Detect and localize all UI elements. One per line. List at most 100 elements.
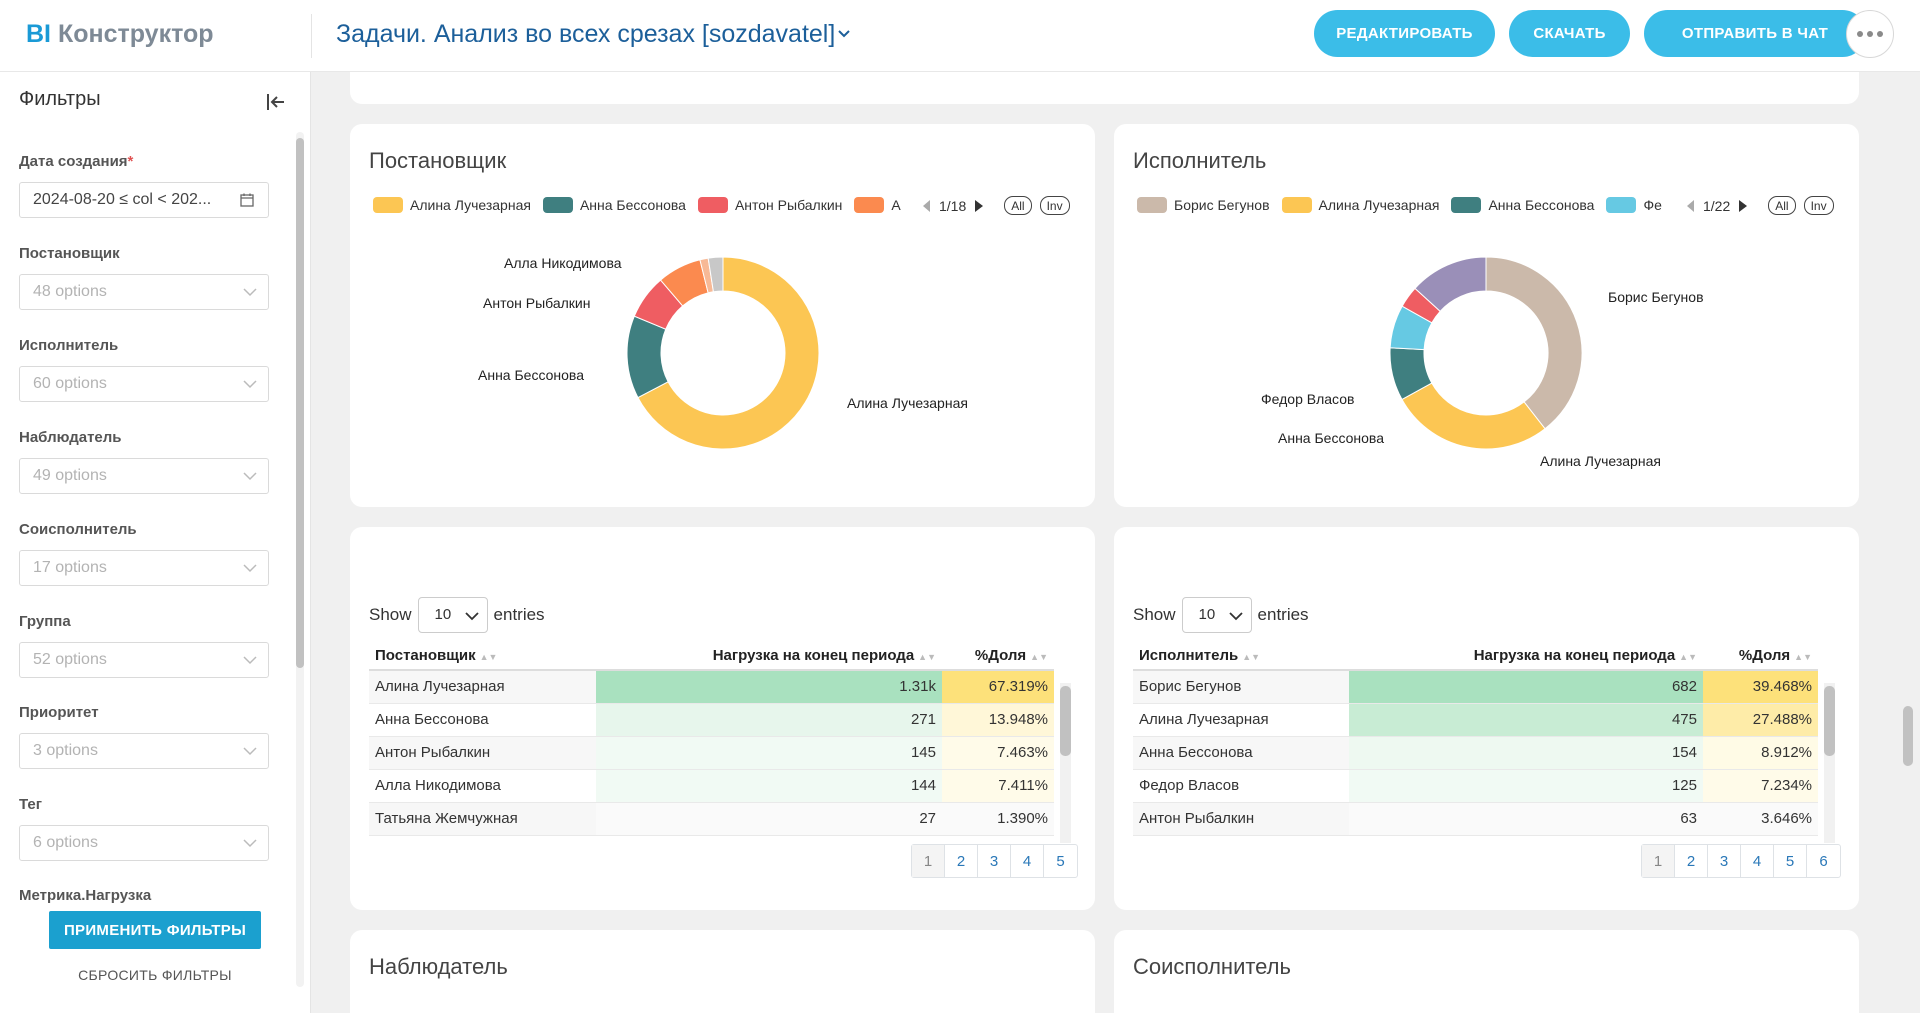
assignee-table-card: Show 10 entries Исполнитель ▲▼ Нагрузка н…: [1114, 527, 1859, 910]
page-button[interactable]: 1: [1642, 845, 1675, 877]
sort-icon[interactable]: ▲▼: [918, 652, 936, 662]
prev-page-icon[interactable]: [1685, 199, 1695, 213]
legend-invert-button[interactable]: Inv: [1039, 196, 1070, 215]
sort-icon[interactable]: ▲▼: [1794, 652, 1812, 662]
legend-item[interactable]: Алина Лучезарная: [373, 197, 531, 213]
page-button[interactable]: 4: [1741, 845, 1774, 877]
page-button[interactable]: 5: [1056, 852, 1065, 870]
page-button[interactable]: 2: [1675, 845, 1708, 877]
tag-filter-select[interactable]: 6 options: [19, 825, 269, 861]
sidebar-scrollbar[interactable]: [296, 132, 304, 987]
slice-label: Анна Бессонова: [478, 367, 584, 383]
select-placeholder: 49 options: [33, 467, 107, 484]
legend-all-button[interactable]: All: [1768, 196, 1796, 215]
table-row[interactable]: Антон Рыбалкин 145 7.463%: [369, 736, 1054, 770]
main-scrollbar-thumb[interactable]: [1903, 706, 1913, 766]
created-date-filter[interactable]: 2024-08-20 ≤ col < 202...: [19, 182, 269, 218]
legend-item[interactable]: Анна Бессонова: [542, 197, 686, 213]
table-row[interactable]: Антон Рыбалкин 63 3.646%: [1133, 802, 1818, 836]
assignee-filter-select[interactable]: 60 options: [19, 366, 269, 402]
next-page-icon[interactable]: [1738, 199, 1748, 213]
column-header[interactable]: %Доля ▲▼: [942, 642, 1054, 671]
sort-icon[interactable]: ▲▼: [479, 652, 498, 662]
table-row[interactable]: Борис Бегунов 682 39.468%: [1133, 670, 1818, 704]
chevron-down-icon: [243, 380, 257, 389]
table-scrollbar[interactable]: [1824, 683, 1835, 843]
column-header[interactable]: Нагрузка на конец периода ▲▼: [1349, 642, 1703, 671]
column-header[interactable]: Исполнитель ▲▼: [1133, 642, 1349, 671]
table-row[interactable]: Татьяна Жемчужная 27 1.390%: [369, 802, 1054, 836]
table-cell: Антон Рыбалкин: [1133, 802, 1349, 836]
dashboard-title[interactable]: Задачи. Анализ во всех срезах [sozdavate…: [336, 20, 836, 48]
page-button[interactable]: 3: [978, 845, 1011, 877]
select-placeholder: 52 options: [33, 651, 107, 668]
legend-all-button[interactable]: All: [1004, 196, 1032, 215]
more-options-button[interactable]: [1846, 10, 1894, 58]
prev-page-icon[interactable]: [921, 199, 931, 213]
collapse-sidebar-icon[interactable]: [264, 90, 288, 114]
legend-invert-button[interactable]: Inv: [1803, 196, 1834, 215]
page-button[interactable]: 4: [1011, 845, 1044, 877]
sort-icon[interactable]: ▲▼: [1030, 652, 1048, 662]
observer-filter-select[interactable]: 49 options: [19, 458, 269, 494]
legend-item[interactable]: Антон Рыбалкин: [697, 197, 842, 213]
page-length-select[interactable]: 10: [1181, 597, 1252, 633]
scrollbar-thumb[interactable]: [296, 138, 304, 668]
scrollbar-thumb[interactable]: [1060, 686, 1071, 756]
coexecutor-filter-select[interactable]: 17 options: [19, 550, 269, 586]
legend-item[interactable]: Борис Бегунов: [1137, 197, 1270, 213]
table-row[interactable]: Анна Бессонова 154 8.912%: [1133, 736, 1818, 770]
column-header-label: Нагрузка на конец периода: [712, 647, 915, 664]
next-page-icon[interactable]: [974, 199, 984, 213]
page-length-select[interactable]: 10: [417, 597, 488, 633]
column-header[interactable]: Постановщик ▲▼: [369, 642, 596, 671]
donut-slice[interactable]: [637, 256, 820, 450]
page-button[interactable]: 1: [912, 845, 945, 877]
table-row[interactable]: Алла Никодимова 144 7.411%: [369, 769, 1054, 803]
table-row[interactable]: Федор Власов 125 7.234%: [1133, 769, 1818, 803]
table-row[interactable]: Анна Бессонова 271 13.948%: [369, 703, 1054, 737]
legend-item[interactable]: Анна Бессонова: [1451, 197, 1594, 213]
apply-filters-button[interactable]: ПРИМЕНИТЬ ФИЛЬТРЫ: [49, 911, 261, 949]
scrollbar-thumb[interactable]: [1824, 686, 1835, 756]
assignee-pie-card: Исполнитель Борис Бегунов Алина Лучезарн…: [1114, 124, 1859, 507]
donut-slice[interactable]: [1401, 382, 1546, 450]
column-header[interactable]: %Доля ▲▼: [1703, 642, 1818, 671]
sidebar-title: Фильтры: [19, 88, 101, 110]
donut-slice[interactable]: [626, 315, 669, 399]
table-cell: 1.31k: [596, 670, 942, 704]
page-button[interactable]: 3: [1708, 845, 1741, 877]
legend-pager: 1/22 All Inv: [1685, 196, 1834, 215]
sort-icon[interactable]: ▲▼: [1242, 652, 1261, 662]
chevron-down-icon: [464, 612, 479, 621]
donut-slice[interactable]: [1414, 256, 1487, 312]
send-to-chat-button[interactable]: ОТПРАВИТЬ В ЧАТ: [1644, 10, 1866, 57]
page-button[interactable]: 5: [1774, 845, 1807, 877]
edit-button[interactable]: РЕДАКТИРОВАТЬ: [1314, 10, 1495, 57]
calendar-icon[interactable]: [240, 193, 254, 207]
column-header[interactable]: Нагрузка на конец периода ▲▼: [596, 642, 942, 671]
app-logo[interactable]: BI Конструктор: [26, 20, 214, 49]
table-row[interactable]: Алина Лучезарная 475 27.488%: [1133, 703, 1818, 737]
legend-item[interactable]: Фе: [1606, 197, 1662, 213]
priority-filter-select[interactable]: 3 options: [19, 733, 269, 769]
donut-slice[interactable]: [1485, 256, 1583, 430]
table-row[interactable]: Алина Лучезарная 1.31k 67.319%: [369, 670, 1054, 704]
donut-slice[interactable]: [707, 256, 724, 293]
page-button[interactable]: 2: [945, 845, 978, 877]
sort-icon[interactable]: ▲▼: [1679, 652, 1697, 662]
page-button[interactable]: 6: [1819, 852, 1828, 870]
table-cell: 27.488%: [1703, 703, 1818, 737]
legend-item[interactable]: Алина Лучезарная: [1281, 197, 1439, 213]
page-length-value: 10: [434, 606, 452, 623]
chevron-down-icon[interactable]: [834, 24, 854, 44]
reset-filters-button[interactable]: СБРОСИТЬ ФИЛЬТРЫ: [78, 967, 232, 983]
legend-item[interactable]: А: [854, 197, 901, 213]
author-filter-select[interactable]: 48 options: [19, 274, 269, 310]
legend-pager: 1/18 All Inv: [921, 196, 1070, 215]
required-mark: *: [127, 153, 134, 170]
group-filter-select[interactable]: 52 options: [19, 642, 269, 678]
assignee-table: Исполнитель ▲▼ Нагрузка на конец периода ▲…: [1133, 642, 1818, 836]
table-scrollbar[interactable]: [1060, 683, 1071, 843]
download-button[interactable]: СКАЧАТЬ: [1509, 10, 1630, 57]
